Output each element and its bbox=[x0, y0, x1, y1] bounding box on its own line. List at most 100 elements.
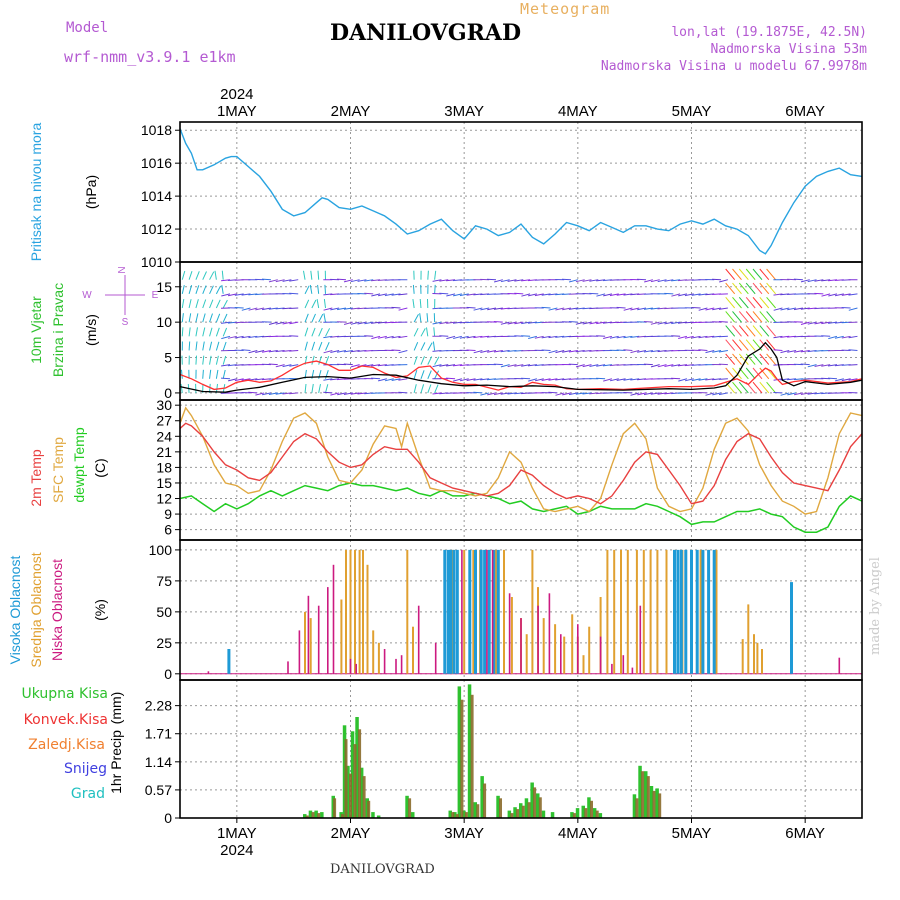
wind-barb bbox=[725, 325, 736, 337]
y-tick-label: 12 bbox=[156, 491, 172, 507]
wind-barb bbox=[828, 293, 838, 297]
meteogram-label: Meteogram bbox=[520, 0, 611, 18]
wind-barb bbox=[209, 327, 213, 337]
wind-barb bbox=[222, 355, 227, 365]
convective-rain-bar bbox=[527, 802, 531, 818]
total-rain-bar bbox=[467, 684, 472, 818]
wind-barb bbox=[534, 293, 544, 297]
wind-barb bbox=[814, 364, 824, 367]
wind-barb bbox=[691, 378, 701, 382]
wind-barb bbox=[453, 335, 463, 339]
total-rain-bar bbox=[644, 771, 648, 818]
wind-barb bbox=[848, 307, 858, 311]
wind-subtitle: Brzina i Pravac bbox=[50, 283, 66, 377]
wind-barb bbox=[589, 321, 599, 325]
total-rain-bar bbox=[530, 782, 534, 818]
temp-unit: (C) bbox=[92, 458, 108, 477]
wind-barb bbox=[800, 307, 810, 310]
wind-barb bbox=[705, 335, 715, 338]
total-rain-bar bbox=[376, 815, 381, 818]
wind-barb bbox=[698, 378, 708, 381]
wind-barb bbox=[398, 378, 408, 381]
wind-barb bbox=[473, 349, 483, 354]
wind-barb bbox=[650, 392, 660, 395]
wind-barb bbox=[596, 321, 606, 325]
wind-barb bbox=[209, 313, 213, 323]
wind-barb bbox=[657, 279, 667, 283]
y-tick-label: 100 bbox=[149, 542, 173, 558]
wind-barb bbox=[828, 335, 838, 340]
wind-barb bbox=[732, 282, 742, 295]
wind-barb bbox=[500, 321, 510, 325]
convective-rain-bar bbox=[652, 790, 656, 818]
wind-barb bbox=[220, 377, 231, 380]
wind-barb bbox=[323, 335, 333, 339]
wind-barb bbox=[466, 335, 476, 339]
wind-barb bbox=[337, 392, 347, 396]
wind-barb bbox=[427, 356, 433, 365]
wind-barb bbox=[493, 392, 503, 396]
wind-barb bbox=[643, 392, 653, 396]
mid-cloud-bar bbox=[377, 642, 380, 674]
wind-barb bbox=[500, 392, 510, 395]
elevation-label: Nadmorska Visina 53m bbox=[710, 42, 867, 57]
wind-barb bbox=[568, 363, 578, 366]
y-tick-label: 25 bbox=[156, 635, 172, 651]
dewpt-temp-title: dewpt Temp bbox=[71, 427, 87, 502]
wind-barb bbox=[664, 321, 674, 325]
wind-barb bbox=[215, 355, 219, 365]
wind-barb bbox=[568, 321, 578, 323]
wind-barb bbox=[427, 270, 429, 280]
y-tick-label: 15 bbox=[156, 475, 172, 491]
wind-barb bbox=[343, 279, 353, 283]
low-cloud-bar bbox=[434, 642, 437, 674]
pressure-unit: (hPa) bbox=[83, 175, 99, 209]
wind-barb bbox=[848, 349, 858, 351]
compass-east: E bbox=[152, 290, 159, 301]
wind-barb bbox=[548, 391, 558, 394]
wind-barb bbox=[630, 378, 640, 381]
total-rain-bar bbox=[314, 810, 318, 818]
y-tick-label: 1010 bbox=[141, 254, 172, 270]
total-rain-bar bbox=[632, 794, 637, 818]
wind-barb bbox=[582, 364, 592, 368]
wind-barb bbox=[432, 392, 442, 395]
sfc-temp-line bbox=[179, 406, 863, 515]
wind-barb bbox=[582, 349, 592, 352]
wind-barb bbox=[787, 349, 797, 353]
top-day-label: 1MAY bbox=[217, 103, 257, 120]
wind-barb bbox=[759, 268, 770, 281]
wind-barb bbox=[202, 313, 206, 323]
convective-rain-bar bbox=[451, 812, 455, 818]
total-rain-bar bbox=[570, 812, 574, 818]
wind-barb bbox=[317, 284, 320, 294]
wind-barb bbox=[202, 271, 207, 280]
wind-barb bbox=[371, 377, 381, 380]
wind-barb bbox=[678, 293, 688, 297]
wind-barb bbox=[241, 335, 251, 339]
wind-barb bbox=[227, 293, 237, 297]
wind-barb bbox=[446, 335, 456, 340]
wind-barb bbox=[227, 364, 237, 367]
wind-barb bbox=[705, 307, 715, 311]
wind-barb bbox=[568, 279, 578, 283]
low-cloud-bar bbox=[631, 667, 634, 674]
convective-rain-bar bbox=[483, 783, 487, 818]
wind-barb bbox=[814, 279, 824, 282]
wind-barb bbox=[773, 293, 783, 296]
convective-rain-bar bbox=[595, 810, 599, 818]
wind-barb bbox=[773, 307, 783, 311]
wind-barb bbox=[215, 369, 219, 379]
wind-barb bbox=[712, 392, 722, 396]
wind-barb bbox=[725, 311, 736, 323]
wind-barb bbox=[432, 321, 442, 325]
high-cloud-bar bbox=[449, 549, 452, 674]
wind-barb bbox=[493, 279, 503, 283]
wind-barb bbox=[432, 341, 436, 351]
top-year-label: 2024 bbox=[220, 86, 253, 103]
wind-barb bbox=[419, 298, 422, 309]
wind-barb bbox=[821, 279, 831, 282]
wind-barb bbox=[623, 335, 633, 339]
wind-barb bbox=[718, 363, 728, 366]
low-cloud-bar bbox=[599, 636, 602, 674]
